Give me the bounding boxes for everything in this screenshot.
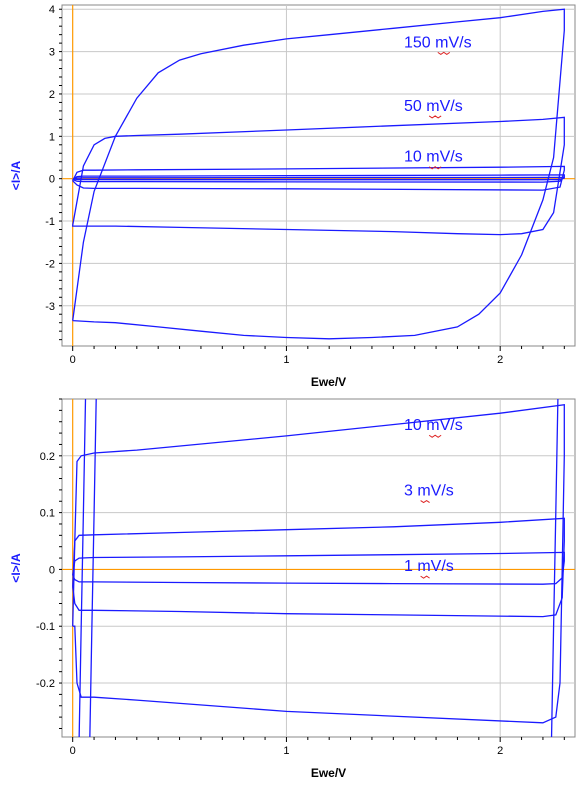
- series-line-0: [72, 8, 565, 340]
- series-label: 3 mV/s: [404, 483, 454, 500]
- label-underline: [428, 115, 442, 119]
- y-tick-label: -3: [45, 301, 55, 313]
- y-tick-label: -1: [45, 216, 55, 228]
- series-line-2: [72, 165, 565, 191]
- y-tick-label: 1: [49, 131, 55, 143]
- x-tick-label: 1: [283, 354, 289, 366]
- series-line-4: [72, 176, 565, 181]
- y-tick-label: 0: [49, 174, 55, 186]
- series-label: 50 mV/s: [404, 98, 463, 115]
- series-line-0: [72, 403, 565, 724]
- series-line-3: [72, 174, 565, 183]
- y-tick-label: 0: [49, 564, 55, 576]
- y-tick-label: 3: [49, 47, 55, 59]
- series-line-2: [72, 551, 565, 585]
- x-axis-label: Ewe/V: [311, 766, 346, 780]
- y-axis-label: <I>/A: [9, 160, 23, 190]
- x-tick-label: 2: [497, 745, 503, 757]
- y-axis-label: <I>/A: [9, 553, 23, 583]
- label-underline: [428, 166, 442, 170]
- label-underline: [420, 575, 430, 579]
- series-line-3: [78, 399, 87, 737]
- chart-panel-top: 0 1 2 -3 -2 -1 0 1 2 3 4 150 mV/s 50 mV/s 10 mV/s Ewe/…: [9, 4, 576, 389]
- series-line-1: [72, 116, 565, 236]
- x-tick-label: 1: [283, 745, 289, 757]
- series-label: 150 mV/s: [404, 34, 472, 51]
- label-underline: [420, 499, 430, 504]
- series-line-4: [89, 399, 97, 737]
- y-tick-label: -0.1: [36, 621, 55, 633]
- x-tick-label: 2: [497, 354, 503, 366]
- x-tick-label: 0: [70, 745, 76, 757]
- y-tick-label: 0.1: [40, 508, 55, 520]
- y-tick-label: 2: [49, 89, 55, 101]
- chart-panel-bottom: 0 1 2 -0.2 -0.1 0 0.1 0.2 10 mV/s 3 mV/s 1 mV/s Ewe…: [0, 395, 579, 785]
- x-axis-label: Ewe/V: [311, 375, 346, 389]
- series-label: 10 mV/s: [404, 149, 463, 166]
- x-tick-label: 0: [70, 354, 76, 366]
- y-tick-label: 4: [49, 4, 55, 16]
- series-label: 10 mV/s: [404, 417, 463, 434]
- series-label: 1 mV/s: [404, 558, 454, 575]
- label-underline: [428, 434, 442, 438]
- y-tick-label: -2: [45, 258, 55, 270]
- chart-bottom-svg: 0 1 2 -0.2 -0.1 0 0.1 0.2 10 mV/s 3 mV/s 1 mV/s Ewe…: [9, 398, 576, 780]
- series-line-5: [550, 399, 559, 737]
- y-tick-label: -0.2: [36, 678, 55, 690]
- label-underline: [437, 51, 451, 55]
- y-tick-label: 0.2: [40, 451, 55, 463]
- chart-top-svg: 0 1 2 -3 -2 -1 0 1 2 3 4 150 mV/s 50 mV/s 10 mV/s Ewe/…: [9, 4, 576, 389]
